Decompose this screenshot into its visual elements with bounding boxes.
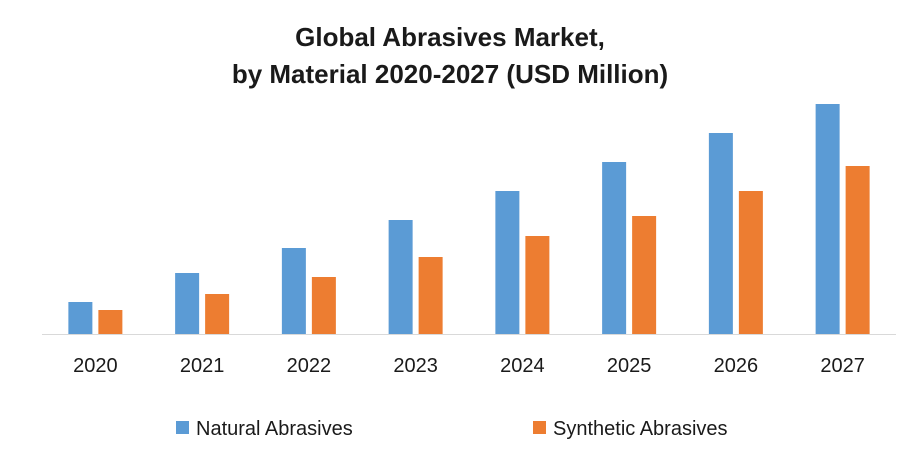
x-tick-label: 2023 (393, 355, 438, 377)
x-tick-label: 2026 (714, 355, 759, 377)
bar-natural-2026 (708, 133, 733, 334)
bar-synthetic-2023 (418, 257, 443, 334)
bar-natural-2021 (175, 273, 200, 334)
bar-natural-2027 (815, 104, 840, 334)
bar-natural-2022 (281, 248, 306, 334)
bar-synthetic-2021 (205, 294, 230, 334)
legend-swatch-synthetic (533, 421, 546, 434)
bar-synthetic-2022 (311, 277, 336, 334)
bar-natural-2023 (388, 220, 413, 334)
bar-synthetic-2024 (525, 236, 550, 334)
chart-subtitle: by Material 2020-2027 (USD Million) (231, 59, 669, 89)
x-tick-label: 2024 (500, 355, 545, 377)
x-tick-label: 2020 (73, 355, 118, 377)
bar-natural-2024 (495, 191, 520, 334)
x-tick-label: 2022 (287, 355, 332, 377)
legend-label-synthetic: Synthetic Abrasives (553, 418, 728, 440)
x-tick-label: 2025 (607, 355, 652, 377)
legend-swatch-natural (176, 421, 189, 434)
bar-natural-2025 (602, 162, 627, 334)
bar-synthetic-2027 (845, 166, 870, 334)
bar-synthetic-2026 (738, 191, 763, 334)
chart-title: Global Abrasives Market, (295, 22, 605, 52)
x-tick-label: 2027 (820, 355, 865, 377)
legend-label-natural: Natural Abrasives (196, 418, 353, 440)
bar-synthetic-2025 (632, 216, 657, 334)
bar-synthetic-2020 (98, 310, 123, 334)
x-tick-label: 2021 (180, 355, 225, 377)
bar-natural-2020 (68, 302, 93, 334)
